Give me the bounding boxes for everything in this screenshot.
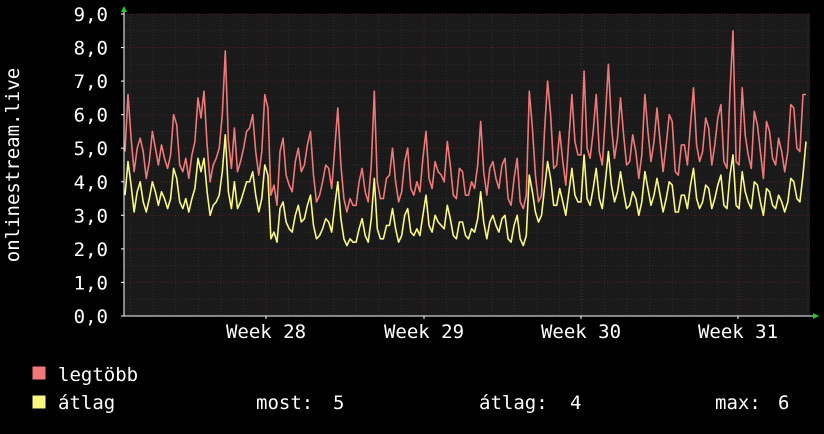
grid-major xyxy=(124,13,810,316)
legend-item: legtöbb xyxy=(31,364,138,386)
axes-layer xyxy=(121,6,819,319)
series-layer xyxy=(124,29,807,247)
legend-item: átlag xyxy=(31,392,115,414)
stat-label-max: max: xyxy=(715,392,761,414)
y-tick-label: 0,0 xyxy=(74,306,108,328)
y-tick-label: 9,0 xyxy=(74,4,108,26)
y-tick-label: 3,0 xyxy=(74,205,108,227)
x-tick-label: Week 28 xyxy=(226,321,306,343)
x-axis-arrow xyxy=(813,313,819,319)
stat-value-most: 5 xyxy=(333,392,344,414)
y-tick-label: 6,0 xyxy=(74,105,108,127)
series-line-atlag xyxy=(124,134,807,247)
y-axis-arrow xyxy=(121,6,127,12)
legend-label-atlag: átlag xyxy=(58,392,115,414)
x-tick-label: Week 29 xyxy=(384,321,464,343)
y-tick-labels: 0,0 1,0 2,0 3,0 4,0 5,0 6,0 7,0 8,0 9,0 xyxy=(74,4,108,328)
y-tick-label: 5,0 xyxy=(74,138,108,160)
x-tick-label: Week 31 xyxy=(698,321,778,343)
legend-label-legtobb: legtöbb xyxy=(58,364,138,386)
y-tick-label: 2,0 xyxy=(74,239,108,261)
y-axis-label: onlinestream.live xyxy=(2,68,24,262)
legend-swatch-atlag xyxy=(31,394,47,410)
legend-stat-current: most: 5 xyxy=(256,392,344,414)
legend: legtöbb átlag most: 5 átlag: 4 max: 6 xyxy=(31,364,789,414)
stat-label-atlag: átlag: xyxy=(479,392,548,414)
stat-value-atlag: 4 xyxy=(570,392,581,414)
y-tick-label: 8,0 xyxy=(74,38,108,60)
y-tick-label: 1,0 xyxy=(74,272,108,294)
y-tick-label: 7,0 xyxy=(74,71,108,93)
stat-value-max: 6 xyxy=(778,392,789,414)
x-tick-labels: Week 28 Week 29 Week 30 Week 31 xyxy=(226,321,778,343)
legend-stat-max: max: 6 xyxy=(715,392,789,414)
series-line-legtobb xyxy=(124,29,806,213)
legend-stat-average: átlag: 4 xyxy=(479,392,581,414)
x-tick-label: Week 30 xyxy=(541,321,621,343)
stat-label-most: most: xyxy=(256,392,313,414)
y-tick-label: 4,0 xyxy=(74,172,108,194)
legend-swatch-legtobb xyxy=(31,365,47,381)
